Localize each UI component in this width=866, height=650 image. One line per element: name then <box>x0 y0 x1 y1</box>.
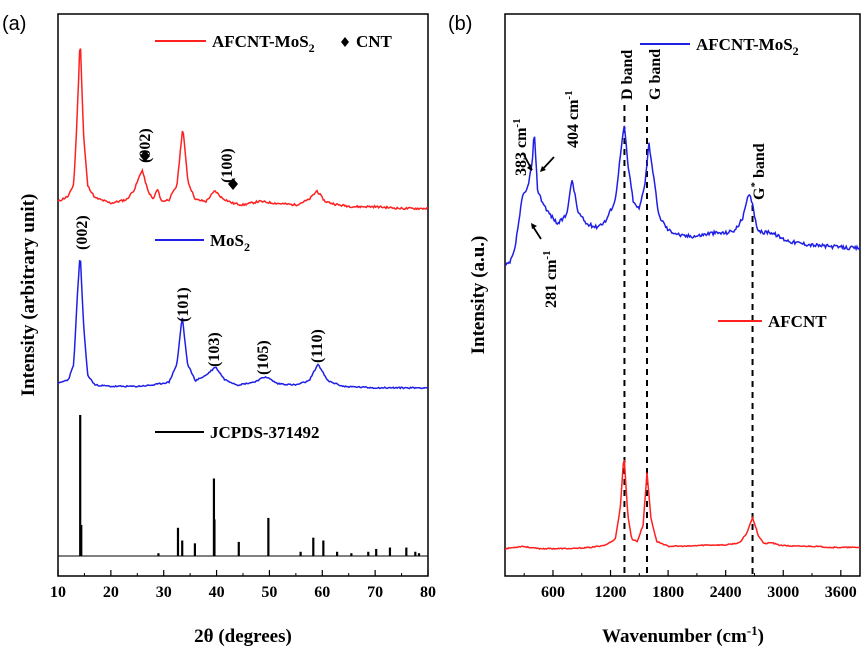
annotation-mos2-105: (105) <box>255 340 272 375</box>
x-ticks-b <box>523 570 842 576</box>
legend-label-jcpds: JCPDS-371492 <box>210 423 320 442</box>
band-guide-lines <box>623 105 754 574</box>
plot-frame-a <box>57 13 429 577</box>
x-tick-label-a: 60 <box>314 584 330 601</box>
x-tick-label-a: 80 <box>420 584 436 601</box>
series-group-a <box>57 48 429 556</box>
series-afcnt-mos2-a <box>57 48 429 211</box>
arrowhead-icon <box>540 166 546 172</box>
annotation-g-star-band: G* band <box>749 143 768 200</box>
legend-label-afcnt-mos2-b: AFCNT-MoS2 <box>696 35 799 58</box>
x-tick-label-a: 50 <box>261 584 277 601</box>
series-mos2 <box>57 259 429 390</box>
annotation-mos2-002: (002) <box>74 215 91 250</box>
legend-label-afcnt: AFCNT <box>768 312 827 331</box>
annotation-mos2-101: (101) <box>175 287 192 322</box>
annotation-d-band: D band <box>619 50 636 100</box>
x-axis-title-b: Wavenumber (cm-1) <box>602 623 764 647</box>
series-group-b <box>504 125 861 551</box>
x-tick-label-a: 20 <box>103 584 119 601</box>
panel-label-b: (b) <box>448 13 472 35</box>
legend-a: AFCNT-MoS2 CNT MoS2 JCPDS-371492 <box>155 32 393 442</box>
annotation-mos2-110: (110) <box>309 329 326 363</box>
x-tick-label-b: 1200 <box>595 584 627 601</box>
series-afcnt-mos2-b <box>504 125 861 266</box>
y-axis-title-b: Intensity (a.u.) <box>468 236 489 355</box>
annotation-404: 404 cm-1 <box>563 90 582 148</box>
cnt-marker-icon <box>140 150 150 162</box>
plot-frame-b <box>504 13 861 577</box>
x-tick-label-a: 40 <box>209 584 225 601</box>
legend-label-mos2: MoS2 <box>210 231 250 254</box>
panel-label-a: (a) <box>2 13 26 35</box>
annotation-mos2-103: (103) <box>206 332 223 367</box>
x-tick-label-b: 3000 <box>767 584 799 601</box>
legend-label-afcnt-mos2-a: AFCNT-MoS2 <box>212 32 315 55</box>
annotation-g-band: G band <box>647 49 664 100</box>
annotation-281: 281 cm-1 <box>541 250 560 308</box>
y-axis-title-a: Intensity (arbitrary unit) <box>18 194 39 397</box>
legend-cnt-marker-icon <box>341 37 349 47</box>
x-tick-label-b: 1800 <box>652 584 684 601</box>
x-tick-label-b: 3600 <box>825 584 857 601</box>
legend-b: AFCNT-MoS2 AFCNT <box>640 35 827 331</box>
arrowhead-icon <box>527 164 532 171</box>
x-tick-label-b: 2400 <box>710 584 742 601</box>
x-ticks-a <box>57 570 429 576</box>
x-tick-label-a: 10 <box>50 584 66 601</box>
x-tick-label-b: 600 <box>541 584 565 601</box>
arrowhead-icon <box>531 223 537 229</box>
annotations-b: 383 cm-1 404 cm-1 281 cm-1 D band G band… <box>511 49 768 308</box>
annotation-383: 383 cm-1 <box>511 118 530 176</box>
annotation-cnt-100: (100) <box>219 148 236 183</box>
x-axis-title-a: 2θ (degrees) <box>194 626 292 647</box>
annotation-cnt-002: (002) <box>137 128 154 163</box>
x-tick-label-a: 70 <box>367 584 383 601</box>
x-tick-labels-a: 10 20 30 40 50 60 70 80 <box>50 584 436 601</box>
series-afcnt <box>504 459 861 551</box>
cnt-marker-icon <box>228 178 238 190</box>
annotations-a: (002) (100) (002) (101) (103) (105) (110… <box>74 128 326 375</box>
x-tick-label-a: 30 <box>156 584 172 601</box>
legend-label-cnt: CNT <box>356 32 393 51</box>
x-tick-labels-b: 600 1200 1800 2400 3000 3600 <box>541 584 857 601</box>
